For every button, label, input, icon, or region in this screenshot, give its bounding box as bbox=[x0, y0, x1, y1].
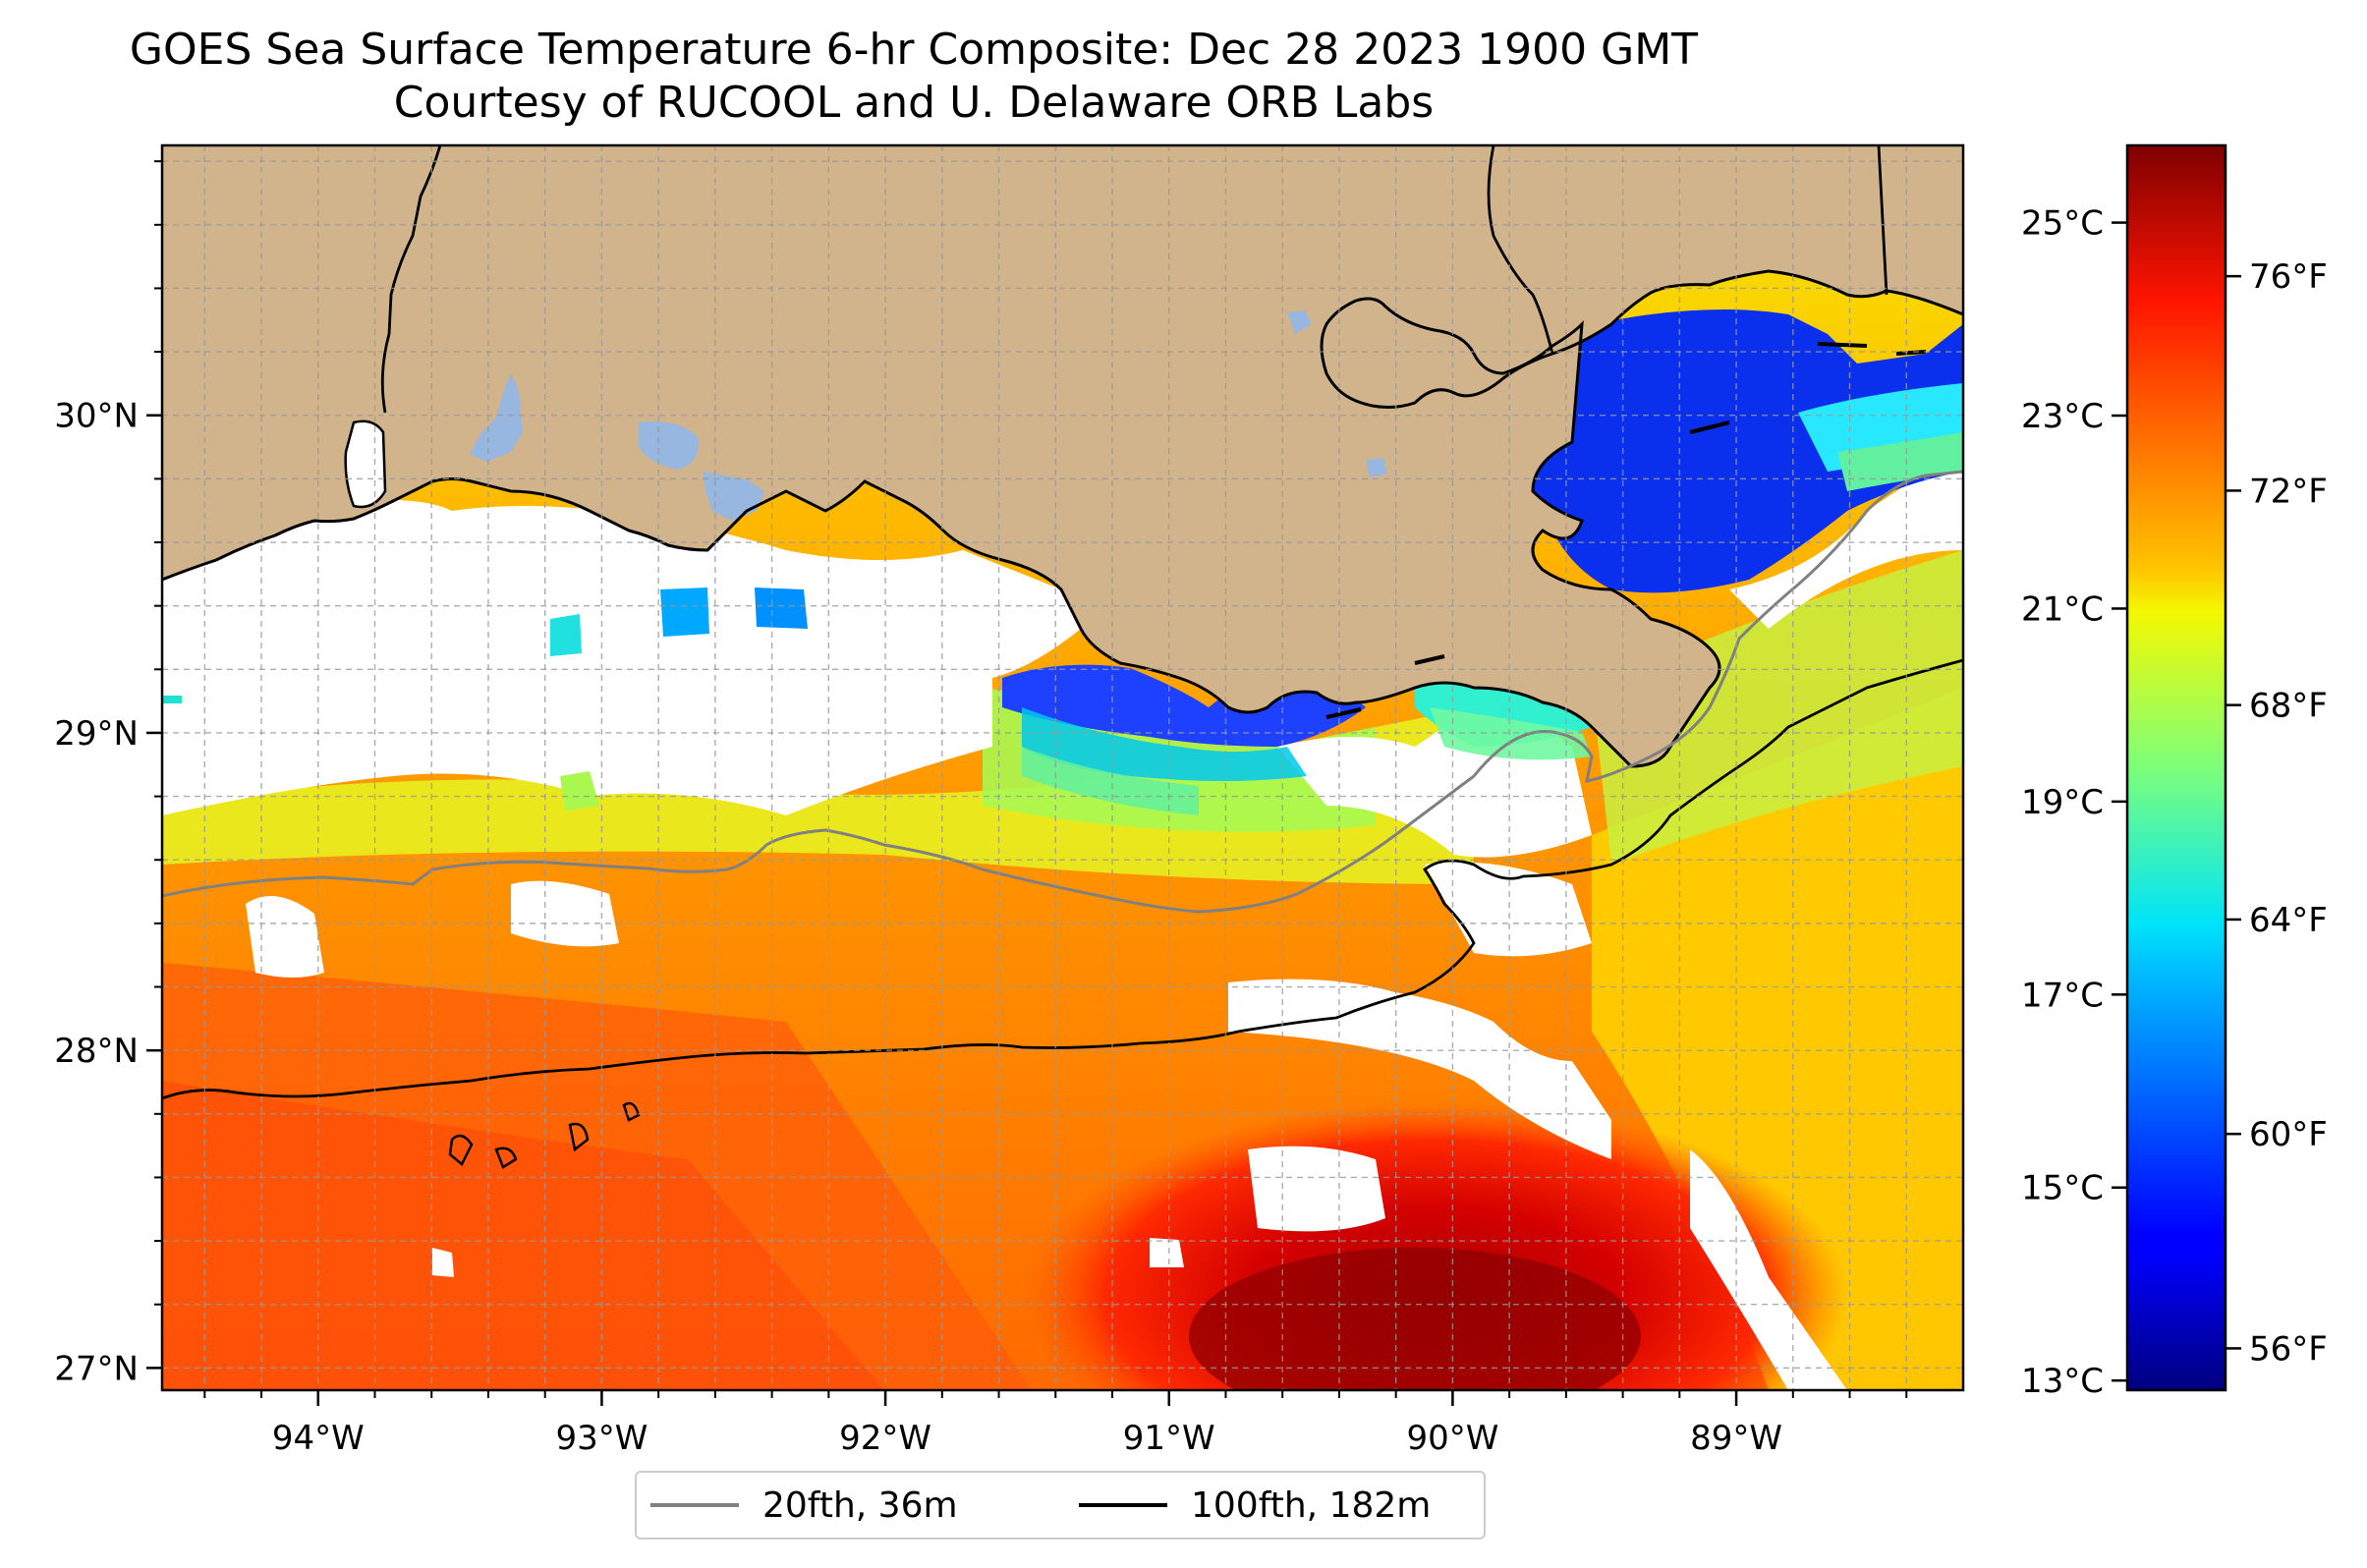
map-axis-ticks: 94°W 93°W 92°W 91°W 90°W 89°W 30°N 29°N 28°N 27°N bbox=[54, 160, 1908, 1458]
map-frame bbox=[160, 143, 1965, 1392]
lon-tick-label: 92°W bbox=[839, 1419, 931, 1458]
legend-label-100fth: 100fth, 182m bbox=[1191, 1484, 1432, 1526]
legend-line-20fth bbox=[650, 1503, 739, 1507]
lon-tick-label: 90°W bbox=[1406, 1419, 1498, 1458]
map-plot-area bbox=[162, 145, 1963, 1390]
celsius-tick-label: 17°C bbox=[2021, 976, 2104, 1015]
legend-item-100fth: 100fth, 182m bbox=[1079, 1473, 1431, 1538]
lat-tick-label: 29°N bbox=[54, 714, 139, 754]
celsius-tick-label: 13°C bbox=[2021, 1362, 2104, 1401]
lon-tick-label: 94°W bbox=[272, 1419, 365, 1458]
legend-item-20fth: 20fth, 36m bbox=[650, 1473, 958, 1538]
lon-tick-label: 91°W bbox=[1123, 1419, 1215, 1458]
map-gridlines bbox=[162, 145, 1963, 1390]
colorbar-ticks: 25°C 23°C 21°C 19°C 17°C 15°C 13°C 76°F 72°F 68°F… bbox=[2021, 204, 2328, 1402]
lat-tick-label: 28°N bbox=[54, 1032, 139, 1071]
fahrenheit-tick-label: 64°F bbox=[2249, 901, 2328, 940]
celsius-tick-label: 19°C bbox=[2021, 783, 2104, 822]
lat-tick-label: 30°N bbox=[54, 397, 139, 436]
lon-tick-label: 93°W bbox=[555, 1419, 648, 1458]
fahrenheit-tick-label: 56°F bbox=[2249, 1329, 2328, 1369]
lat-tick-label: 27°N bbox=[54, 1349, 139, 1388]
fahrenheit-tick-label: 60°F bbox=[2249, 1115, 2328, 1154]
legend-label-20fth: 20fth, 36m bbox=[762, 1484, 958, 1526]
fahrenheit-tick-label: 76°F bbox=[2249, 257, 2328, 297]
legend-line-100fth bbox=[1079, 1503, 1167, 1507]
fahrenheit-tick-label: 68°F bbox=[2249, 687, 2328, 726]
map-subtitle: Courtesy of RUCOOL and U. Delaware ORB L… bbox=[393, 78, 1435, 128]
celsius-tick-label: 21°C bbox=[2021, 589, 2104, 629]
colorbar-gradient bbox=[2125, 143, 2227, 1392]
celsius-tick-label: 25°C bbox=[2021, 204, 2104, 244]
isobath-legend: 20fth, 36m 100fth, 182m bbox=[635, 1471, 1486, 1540]
lon-tick-label: 89°W bbox=[1690, 1419, 1782, 1458]
colorbar: 25°C 23°C 21°C 19°C 17°C 15°C 13°C 76°F 72°F 68°F… bbox=[2021, 143, 2328, 1402]
map-title: GOES Sea Surface Temperature 6-hr Compos… bbox=[129, 25, 1699, 75]
celsius-tick-label: 23°C bbox=[2021, 397, 2104, 436]
fahrenheit-tick-label: 72°F bbox=[2249, 472, 2328, 511]
celsius-tick-label: 15°C bbox=[2021, 1169, 2104, 1208]
